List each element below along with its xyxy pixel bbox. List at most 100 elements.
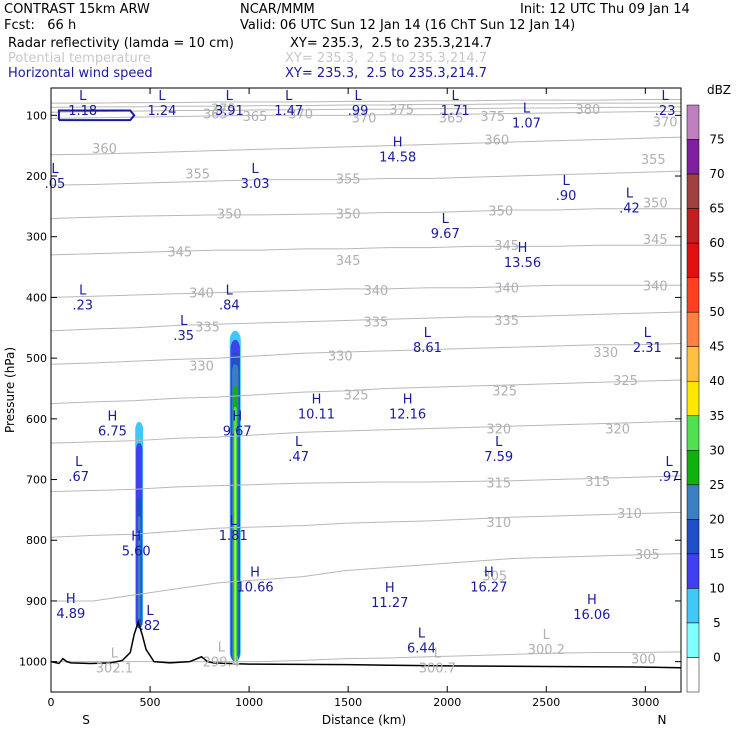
wind-extremum-value: 12.16 bbox=[389, 408, 426, 423]
colorbar-swatch bbox=[686, 208, 700, 244]
colorbar-swatch bbox=[686, 346, 700, 382]
wind-extremum-value: 3.03 bbox=[241, 177, 270, 192]
theta-contour bbox=[51, 106, 681, 113]
theta-contour-label: 350 bbox=[488, 205, 513, 220]
colorbar-swatch bbox=[686, 104, 700, 140]
theta-contour bbox=[51, 170, 681, 186]
theta-contour-label: 335 bbox=[195, 321, 220, 336]
wind-extremum-symbol: L bbox=[662, 89, 670, 104]
wind-extremum-symbol: L bbox=[626, 186, 634, 201]
wind-extremum-value: 9.67 bbox=[431, 227, 460, 242]
wind-extremum-symbol: H bbox=[403, 393, 413, 408]
wind-extremum-symbol: L bbox=[79, 89, 87, 104]
colorbar-tick-label: 40 bbox=[709, 374, 724, 388]
theta-low-value: 300.2 bbox=[528, 643, 565, 658]
theta-low-value: 300.7 bbox=[419, 661, 456, 676]
wind-extremum-value: .67 bbox=[68, 470, 89, 485]
field-reflectivity-name: Radar reflectivity (lamda = 10 cm) bbox=[8, 36, 234, 51]
theta-contour-label: 335 bbox=[494, 314, 519, 329]
wind-extremum-symbol: L bbox=[226, 89, 234, 104]
wind-extremum-symbol: H bbox=[484, 566, 494, 581]
field-theta-name: Potential temperature bbox=[8, 51, 151, 66]
wind-extremum-value: .84 bbox=[219, 298, 240, 313]
wind-extremum-symbol: L bbox=[562, 174, 570, 189]
x-tick-label: 2000 bbox=[433, 696, 461, 709]
wind-extremum-value: .42 bbox=[619, 201, 640, 216]
theta-contour bbox=[51, 102, 681, 108]
theta-contour bbox=[51, 311, 681, 332]
theta-contour bbox=[51, 343, 681, 365]
theta-contour-label: 320 bbox=[486, 423, 511, 438]
wind-extremum-value: 8.61 bbox=[413, 341, 442, 356]
y-tick-label: 600 bbox=[26, 413, 47, 426]
wind-extremum-symbol: L bbox=[418, 626, 426, 641]
colorbar-swatch bbox=[686, 553, 700, 589]
theta-contour-label: 375 bbox=[480, 110, 505, 125]
wind-extremum-value: .82 bbox=[140, 619, 161, 634]
theta-low-symbol: L bbox=[434, 646, 442, 661]
x-tick-label: 0 bbox=[48, 696, 55, 709]
colorbar-swatch bbox=[686, 242, 700, 278]
plot-frame bbox=[50, 87, 682, 693]
theta-low-value: 302.1 bbox=[96, 661, 133, 676]
theta-contour bbox=[51, 475, 681, 493]
colorbar-swatch bbox=[686, 173, 700, 209]
wind-extremum-value: 5.60 bbox=[122, 544, 151, 559]
colorbar-tick-label: 45 bbox=[709, 340, 724, 354]
wind-extremum-value: 9.67 bbox=[223, 425, 252, 440]
theta-contour bbox=[51, 244, 681, 256]
wind-extremum-symbol: H bbox=[518, 241, 528, 256]
y-tick-label: 100 bbox=[26, 109, 47, 122]
theta-contour-label: 310 bbox=[617, 507, 642, 522]
theta-contour-label: 340 bbox=[363, 284, 388, 299]
field-reflectivity-xy: XY= 235.3, 2.5 to 235.3,214.7 bbox=[290, 36, 493, 51]
theta-contour bbox=[51, 553, 681, 602]
reflectivity-band bbox=[234, 430, 236, 662]
wind-extremum-value: 3.91 bbox=[215, 104, 244, 119]
theta-contour-label: 370 bbox=[352, 112, 377, 127]
x-axis-label: Distance (km) bbox=[322, 713, 406, 727]
theta-contour-label: 365 bbox=[243, 110, 268, 125]
colorbar-tick-label: 20 bbox=[709, 512, 724, 526]
wind-extremum-symbol: H bbox=[108, 410, 118, 425]
wind-extremum-symbol: H bbox=[587, 593, 597, 608]
colorbar-tick-label: 0 bbox=[713, 650, 721, 664]
theta-contour-label: 365 bbox=[439, 112, 464, 127]
wind-extremum-value: 4.89 bbox=[56, 607, 85, 622]
wind-extremum-value: 10.66 bbox=[236, 581, 273, 596]
colorbar-swatch bbox=[686, 519, 700, 555]
wind-extremum-value: 1.07 bbox=[512, 116, 541, 131]
theta-low-symbol: L bbox=[543, 628, 551, 643]
theta-contour-label: 325 bbox=[613, 374, 638, 389]
colorbar-tick-label: 25 bbox=[709, 478, 724, 492]
wind-extremum-symbol: H bbox=[66, 592, 76, 607]
colorbar-swatch bbox=[686, 415, 700, 451]
wind-extremum-value: .90 bbox=[556, 189, 577, 204]
wind-extremum-symbol: L bbox=[146, 604, 154, 619]
colorbar-swatch bbox=[686, 657, 700, 693]
colorbar-swatch bbox=[686, 450, 700, 486]
theta-contour bbox=[51, 208, 681, 220]
x-axis-end-right: N bbox=[658, 713, 667, 727]
theta-contour-label: 380 bbox=[575, 103, 600, 118]
wind-extremum-symbol: L bbox=[180, 314, 188, 329]
y-tick-label: 700 bbox=[26, 474, 47, 487]
colorbar-tick-label: 55 bbox=[709, 271, 724, 285]
theta-contour-label: 340 bbox=[494, 282, 519, 297]
theta-contour bbox=[51, 99, 681, 104]
wind-extremum-value: 14.58 bbox=[379, 150, 416, 165]
wind-speed-contour bbox=[57, 109, 136, 122]
wind-extremum-symbol: L bbox=[295, 435, 303, 450]
wind-extremum-value: 2.31 bbox=[633, 341, 662, 356]
wind-extremum-value: .35 bbox=[173, 329, 194, 344]
y-tick-label: 400 bbox=[26, 291, 47, 304]
colorbar-tick-label: 75 bbox=[709, 133, 724, 147]
theta-contour-label: 355 bbox=[336, 172, 361, 187]
colorbar-swatch bbox=[686, 139, 700, 175]
theta-contour-label: 345 bbox=[643, 233, 668, 248]
terrain-line bbox=[51, 619, 681, 669]
theta-contour-label: 360 bbox=[92, 142, 117, 157]
theta-contour-label: 315 bbox=[585, 475, 610, 490]
wind-extremum-symbol: L bbox=[226, 283, 234, 298]
theta-contour-label: 330 bbox=[593, 346, 618, 361]
